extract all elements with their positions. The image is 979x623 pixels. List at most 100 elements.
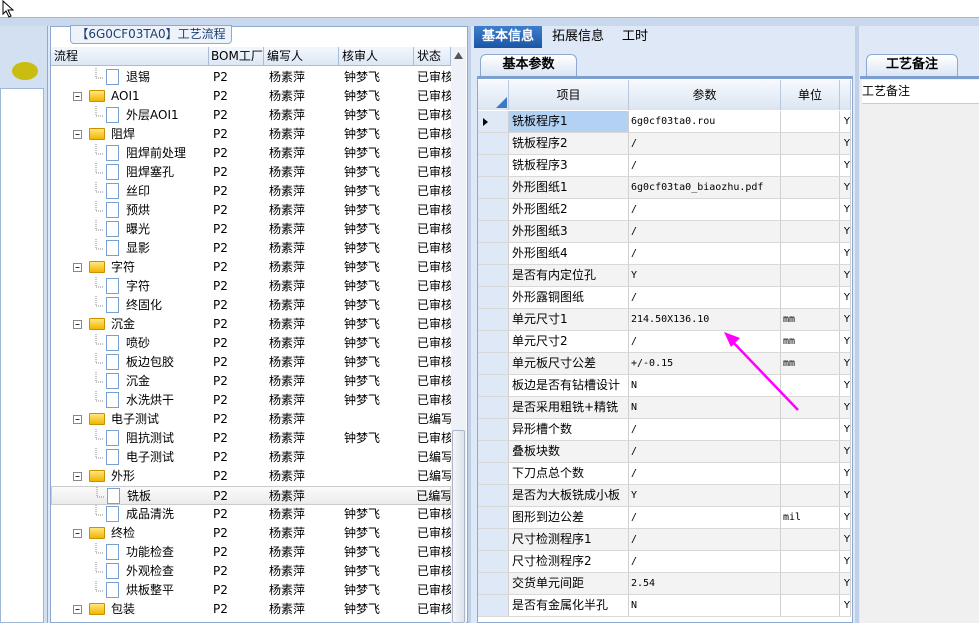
grid-row[interactable]: 外形图纸2 / Y — [478, 199, 851, 221]
row-header[interactable] — [478, 243, 509, 264]
param-cell[interactable]: / — [629, 287, 781, 308]
unit-cell[interactable] — [781, 155, 840, 176]
vertical-splitter-right[interactable] — [855, 26, 859, 623]
collapse-icon[interactable] — [73, 605, 82, 614]
grid-row[interactable]: 是否有金属化半孔 N Y — [478, 595, 851, 617]
row-header[interactable] — [478, 529, 509, 550]
tree-row[interactable]: 阻焊前处理 P2 杨素萍 钟梦飞 已审核 — [51, 144, 451, 163]
tree-row[interactable]: 丝印 P2 杨素萍 钟梦飞 已审核 — [51, 182, 451, 201]
grid-row[interactable]: 外形图纸3 / Y — [478, 221, 851, 243]
param-cell[interactable]: Y — [629, 265, 781, 286]
item-cell[interactable]: 交货单元间距 — [509, 573, 629, 594]
tab-process-remarks[interactable]: 工艺备注 — [866, 54, 958, 76]
unit-cell[interactable]: mm — [781, 331, 840, 352]
grid-row[interactable]: 叠板块数 / Y — [478, 441, 851, 463]
unit-cell[interactable] — [781, 551, 840, 572]
grid-row[interactable]: 外形图纸1 6g0cf03ta0_biaozhu.pdf Y — [478, 177, 851, 199]
tree-row[interactable]: 阻抗测试 P2 杨素萍 钟梦飞 已审核 — [51, 429, 451, 448]
unit-cell[interactable] — [781, 463, 840, 484]
row-header[interactable] — [478, 507, 509, 528]
unit-cell[interactable] — [781, 529, 840, 550]
item-cell[interactable]: 是否采用粗铣+精铣 — [509, 397, 629, 418]
tree-row[interactable]: 曝光 P2 杨素萍 钟梦飞 已审核 — [51, 220, 451, 239]
grid-row[interactable]: 交货单元间距 2.54 Y — [478, 573, 851, 595]
collapse-icon[interactable] — [73, 472, 82, 481]
param-cell[interactable]: / — [629, 199, 781, 220]
unit-cell[interactable] — [781, 177, 840, 198]
item-cell[interactable]: 下刀点总个数 — [509, 463, 629, 484]
param-cell[interactable]: / — [629, 441, 781, 462]
tab-extended-info[interactable]: 拓展信息 — [552, 29, 605, 44]
grid-row[interactable]: 下刀点总个数 / Y — [478, 463, 851, 485]
row-header[interactable] — [478, 441, 509, 462]
row-header[interactable] — [478, 397, 509, 418]
collapse-icon[interactable] — [73, 263, 82, 272]
param-cell[interactable]: / — [629, 331, 781, 352]
row-header[interactable] — [478, 419, 509, 440]
item-cell[interactable]: 叠板块数 — [509, 441, 629, 462]
unit-cell[interactable] — [781, 111, 840, 132]
item-cell[interactable]: 外形图纸3 — [509, 221, 629, 242]
item-cell[interactable]: 是否有金属化半孔 — [509, 595, 629, 616]
param-cell[interactable]: 214.50X136.10 — [629, 309, 781, 330]
grid-row[interactable]: 尺寸检测程序1 / Y — [478, 529, 851, 551]
param-cell[interactable]: / — [629, 243, 781, 264]
unit-cell[interactable] — [781, 133, 840, 154]
item-cell[interactable]: 外形图纸2 — [509, 199, 629, 220]
row-header[interactable] — [478, 485, 509, 506]
unit-cell[interactable]: mm — [781, 309, 840, 330]
grid-row[interactable]: 板边是否有钻槽设计 N Y — [478, 375, 851, 397]
param-cell[interactable]: / — [629, 463, 781, 484]
unit-cell[interactable] — [781, 397, 840, 418]
tree-row[interactable]: 外形 P2 杨素萍 已编写 — [51, 467, 451, 486]
tree-row[interactable]: 喷砂 P2 杨素萍 钟梦飞 已审核 — [51, 334, 451, 353]
grid-row[interactable]: 是否有内定位孔 Y Y — [478, 265, 851, 287]
unit-cell[interactable] — [781, 375, 840, 396]
tree-row[interactable]: 烘板整平 P2 杨素萍 钟梦飞 已审核 — [51, 581, 451, 600]
column-header-process[interactable]: 流程 — [51, 47, 209, 65]
tree-scrollbar-thumb[interactable] — [452, 430, 465, 623]
tree-row[interactable]: 终固化 P2 杨素萍 钟梦飞 已审核 — [51, 296, 451, 315]
grid-row[interactable]: 异形槽个数 / Y — [478, 419, 851, 441]
collapse-icon[interactable] — [73, 130, 82, 139]
row-header[interactable] — [478, 551, 509, 572]
tab-basic-params[interactable]: 基本参数 — [480, 54, 577, 76]
param-cell[interactable]: / — [629, 133, 781, 154]
tab-basic-info[interactable]: 基本信息 — [474, 26, 543, 48]
collapse-icon[interactable] — [73, 415, 82, 424]
grid-row[interactable]: 是否为大板铣成小板 Y Y — [478, 485, 851, 507]
row-header[interactable] — [478, 463, 509, 484]
column-header-status[interactable]: 状态 — [414, 47, 451, 65]
row-header[interactable] — [478, 155, 509, 176]
column-header-param[interactable]: 参数 — [629, 80, 781, 110]
tree-row[interactable]: 字符 P2 杨素萍 钟梦飞 已审核 — [51, 277, 451, 296]
item-cell[interactable]: 异形槽个数 — [509, 419, 629, 440]
row-header[interactable] — [478, 221, 509, 242]
unit-cell[interactable] — [781, 287, 840, 308]
grid-row[interactable]: 铣板程序1 6g0cf03ta0.rou Y — [478, 111, 851, 133]
grid-row[interactable]: 铣板程序3 / Y — [478, 155, 851, 177]
tree-row[interactable]: 铣板 P2 杨素萍 已编写 — [51, 486, 451, 505]
tree-row[interactable]: 退锡 P2 杨素萍 钟梦飞 已审核 — [51, 68, 451, 87]
param-cell[interactable]: / — [629, 551, 781, 572]
param-cell[interactable]: / — [629, 507, 781, 528]
item-cell[interactable]: 外形露铜图纸 — [509, 287, 629, 308]
unit-cell[interactable] — [781, 199, 840, 220]
tree-row[interactable]: 沉金 P2 杨素萍 钟梦飞 已审核 — [51, 372, 451, 391]
grid-row[interactable]: 外形露铜图纸 / Y — [478, 287, 851, 309]
param-cell[interactable]: +/-0.15 — [629, 353, 781, 374]
tree-row[interactable]: 字符 P2 杨素萍 钟梦飞 已审核 — [51, 258, 451, 277]
item-cell[interactable]: 铣板程序1 — [509, 111, 629, 132]
row-header[interactable] — [478, 375, 509, 396]
unit-cell[interactable] — [781, 441, 840, 462]
item-cell[interactable]: 单元尺寸1 — [509, 309, 629, 330]
unit-cell[interactable]: mm — [781, 353, 840, 374]
item-cell[interactable]: 铣板程序2 — [509, 133, 629, 154]
item-cell[interactable]: 外形图纸1 — [509, 177, 629, 198]
unit-cell[interactable] — [781, 419, 840, 440]
grid-row[interactable]: 是否采用粗铣+精铣 N Y — [478, 397, 851, 419]
grid-row[interactable]: 单元尺寸1 214.50X136.10 mm Y — [478, 309, 851, 331]
item-cell[interactable]: 是否有内定位孔 — [509, 265, 629, 286]
column-header-writer[interactable]: 编写人 — [264, 47, 339, 65]
item-cell[interactable]: 外形图纸4 — [509, 243, 629, 264]
